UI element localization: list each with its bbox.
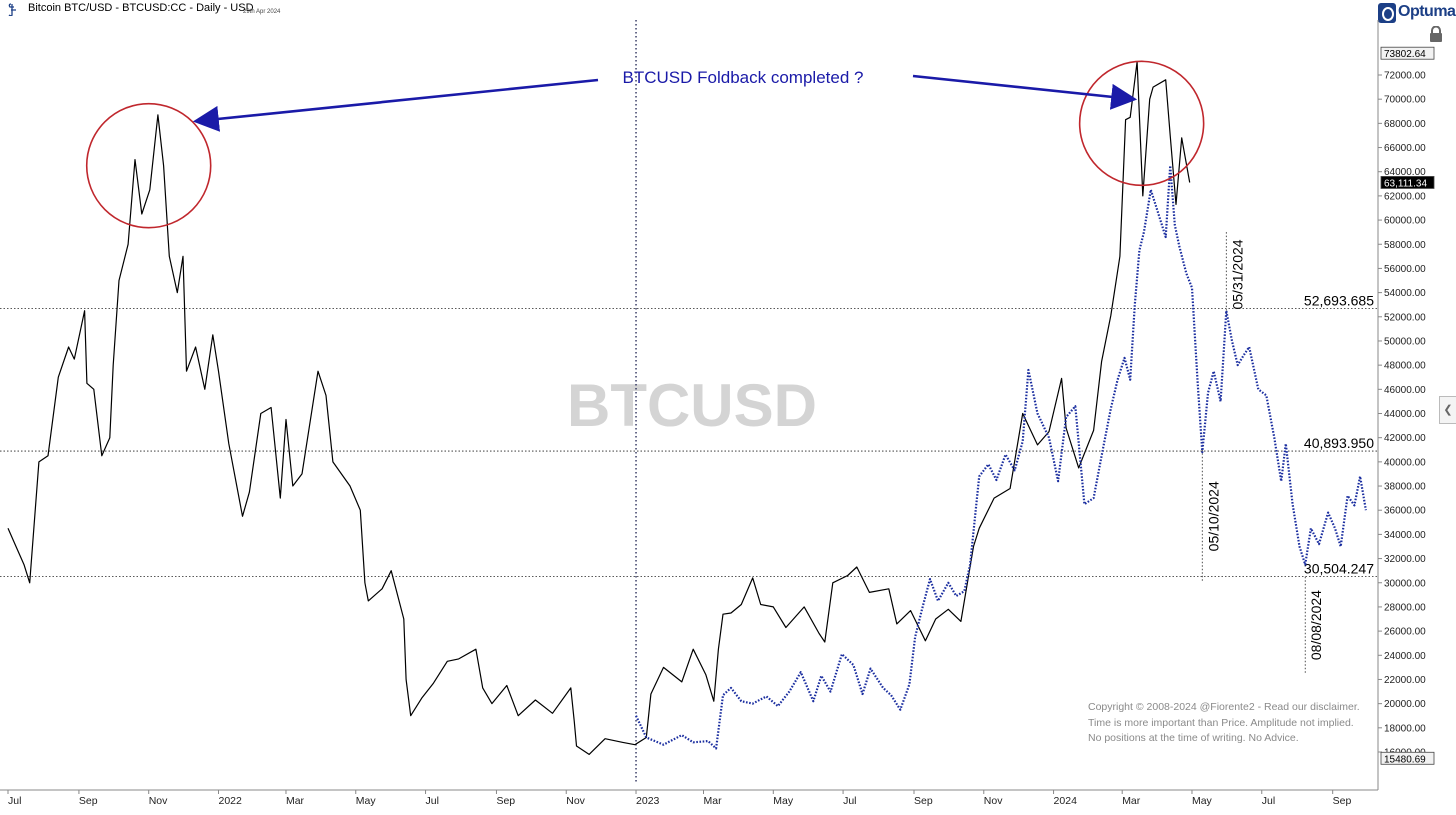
highlight-circle [85,102,212,229]
y-max-label-box [1380,46,1435,60]
y-tick-label: 56000.00 [1384,264,1426,275]
y-tick-label: 26000.00 [1384,627,1426,638]
x-tick-label: Nov [984,795,1003,807]
x-tick-label: Nov [149,795,168,807]
x-tick-label: 2022 [218,795,242,807]
x-tick-label: Jul [843,795,856,807]
x-tick-label: Mar [286,795,305,807]
y-tick-label: 68000.00 [1384,119,1426,130]
y-tick-label: 38000.00 [1384,482,1426,493]
copyright-line-1: Copyright © 2008-2024 @Fiorente2 - Read … [1088,701,1360,713]
y-tick-label: 24000.00 [1384,651,1426,662]
y-tick-label: 44000.00 [1384,409,1426,420]
x-tick-label: Mar [1122,795,1141,807]
optuma-logo: Optuma [1378,3,1456,25]
chart-header: Bitcoin BTC/USD - BTCUSD:CC - Daily - US… [0,0,1456,20]
y-min-label-box [1380,751,1435,765]
annotation-text: BTCUSD Foldback completed ? [623,68,864,87]
y-tick-label: 18000.00 [1384,723,1426,734]
y-tick-label: 42000.00 [1384,433,1426,444]
x-tick-label: Mar [704,795,723,807]
highlight-circle [1078,60,1205,187]
lock-icon[interactable] [1427,26,1445,42]
copyright-line-2: Time is more important than Price. Ampli… [1088,716,1354,729]
x-tick-label: Jul [8,795,21,807]
y-tick-label: 60000.00 [1384,216,1426,227]
y-tick-label: 30000.00 [1384,578,1426,589]
chart-title: Bitcoin BTC/USD - BTCUSD:CC - Daily - US… [28,2,254,14]
y-tick-label: 28000.00 [1384,602,1426,613]
x-tick-label: Sep [1333,795,1352,807]
y-tick-label: 70000.00 [1384,95,1426,106]
y-tick-label: 72000.00 [1384,71,1426,82]
last-price-label-box [1380,176,1435,189]
x-tick-label: Sep [496,795,515,807]
x-tick-label: May [773,795,794,807]
x-tick-label: Jul [426,795,439,807]
date-mark-label: 05/10/2024 [1205,481,1221,551]
y-tick-label: 34000.00 [1384,530,1426,541]
date-mark-label: 08/08/2024 [1308,590,1324,660]
y-tick-label: 54000.00 [1384,288,1426,299]
level-label: 52,693.685 [1304,292,1374,308]
x-tick-label: May [1192,795,1213,807]
watermark: BTCUSD [567,372,817,439]
y-tick-label: 20000.00 [1384,699,1426,710]
y-tick-label: 50000.00 [1384,336,1426,347]
y-tick-label: 58000.00 [1384,240,1426,251]
side-panel-toggle[interactable]: ❮ [1439,396,1456,424]
y-min-label: 15480.69 [1384,754,1426,765]
copyright-line-3: No positions at the time of writing. No … [1088,732,1299,744]
level-label: 30,504.247 [1304,561,1374,577]
btc-price-line [7,61,1191,755]
y-tick-label: 32000.00 [1384,554,1426,565]
y-tick-label: 46000.00 [1384,385,1426,396]
optuma-logo-text: Optuma [1398,3,1456,20]
x-tick-label: Jul [1262,795,1275,807]
x-tick-label: 2023 [636,795,660,807]
date-mark-label: 05/31/2024 [1229,239,1245,309]
x-tick-label: Sep [79,795,98,807]
annotation-arrow-right [912,74,1138,110]
x-tick-label: 2024 [1054,795,1078,807]
y-tick-label: 66000.00 [1384,143,1426,154]
btc-foldback-line [635,164,1367,750]
y-tick-label: 36000.00 [1384,506,1426,517]
last-price-label: 63,111.34 [1384,178,1427,189]
optuma-f-icon [8,3,16,16]
copyright-notice: Copyright © 2008-2024 @Fiorente2 - Read … [1088,700,1378,747]
chart-date: 29th Apr 2024 [243,9,281,15]
x-tick-label: Nov [566,795,585,807]
y-tick-label: 40000.00 [1384,457,1426,468]
y-max-label: 73802.64 [1384,49,1426,60]
level-label: 40,893.950 [1304,435,1374,451]
annotation-arrow-left [192,78,599,132]
y-tick-label: 52000.00 [1384,312,1426,323]
x-tick-label: Sep [914,795,933,807]
y-tick-label: 64000.00 [1384,167,1426,178]
y-tick-label: 62000.00 [1384,191,1426,202]
y-tick-label: 48000.00 [1384,361,1426,372]
y-tick-label: 22000.00 [1384,675,1426,686]
x-tick-label: May [356,795,377,807]
optuma-logo-icon [1378,3,1396,23]
